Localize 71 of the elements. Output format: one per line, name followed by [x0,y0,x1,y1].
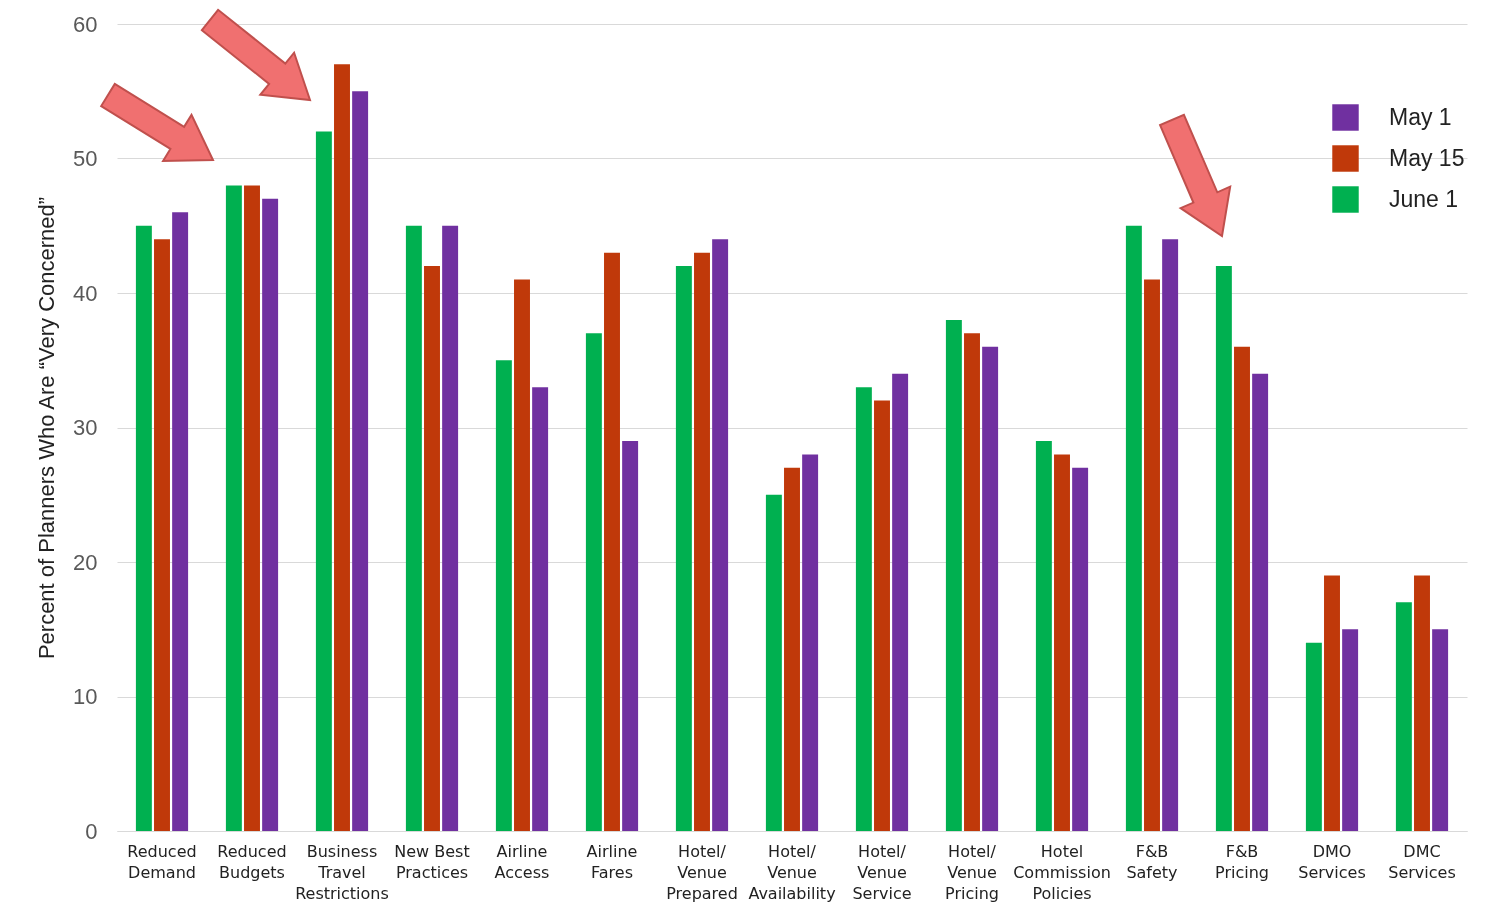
bar [1432,629,1449,831]
bar [1252,373,1269,831]
x-tick-label: Reduced Demand [127,841,197,882]
y-tick-label: 50 [73,146,98,171]
bar [1215,266,1232,831]
bar [1305,642,1322,831]
x-tick-label: Hotel/ Venue Pricing [945,841,999,903]
bar [1342,629,1359,831]
x-tick-label: F&B Pricing [1215,841,1269,882]
bar [1035,440,1052,831]
bar [495,360,512,831]
bar [784,467,800,831]
bar [334,64,350,831]
bar [1414,575,1430,831]
bar [315,131,332,831]
bar [855,387,872,831]
x-tick-label: DMC Services [1388,841,1456,882]
x-tick-label: Airline Access [494,841,550,882]
bar [585,333,602,831]
y-axis-title: Percent of Planners Who Are “Very Concerned” [34,196,60,660]
bar [1324,575,1340,831]
y-tick-label: 20 [73,549,98,575]
y-tick-label: 40 [73,280,98,306]
bar [244,185,260,831]
y-tick-label: 30 [73,415,98,440]
bar [172,212,189,831]
x-tick-label: New Best Practices [394,841,470,882]
bar [964,333,980,831]
bar [1125,225,1142,831]
bar [135,225,152,831]
bar [154,239,170,831]
bar [694,252,710,831]
x-tick-label: Hotel/ Venue Availability [748,841,836,903]
bar [532,387,549,831]
legend-label: May 15 [1389,144,1465,171]
bar [514,279,530,831]
x-tick-label: Airline Fares [586,841,638,882]
bar [675,266,692,831]
bar [225,185,242,831]
bar [1395,602,1412,831]
bar [442,225,459,831]
legend-label: June 1 [1389,185,1459,212]
bar [1144,279,1160,831]
bar [892,373,909,831]
bar [604,252,620,831]
x-tick-label: Business Travel Restrictions [295,841,389,903]
y-tick-label: 10 [73,684,98,709]
x-tick-label: DMO Services [1298,841,1366,882]
bar [874,400,890,831]
bar [352,91,369,831]
bar [262,198,279,831]
x-tick-label: Reduced Budgets [217,841,287,882]
legend-label: May 1 [1389,103,1452,130]
bar [765,494,782,831]
x-tick-label: Hotel/ Venue Service [852,841,912,903]
bar [802,454,819,831]
x-tick-label: Hotel/ Venue Prepared [666,841,738,903]
bar [622,440,639,831]
y-tick-label: 0 [85,818,98,844]
bar [712,239,729,831]
bar [424,266,440,831]
bar [982,346,999,831]
x-tick-label: Hotel Commission Policies [1013,841,1111,903]
y-tick-label: 60 [73,11,98,37]
bar [405,225,422,831]
x-tick-label: F&B Safety [1126,841,1178,882]
bar [1162,239,1179,831]
bar [1072,467,1089,831]
bar [1054,454,1070,831]
bar [945,319,962,831]
bar [1234,346,1250,831]
